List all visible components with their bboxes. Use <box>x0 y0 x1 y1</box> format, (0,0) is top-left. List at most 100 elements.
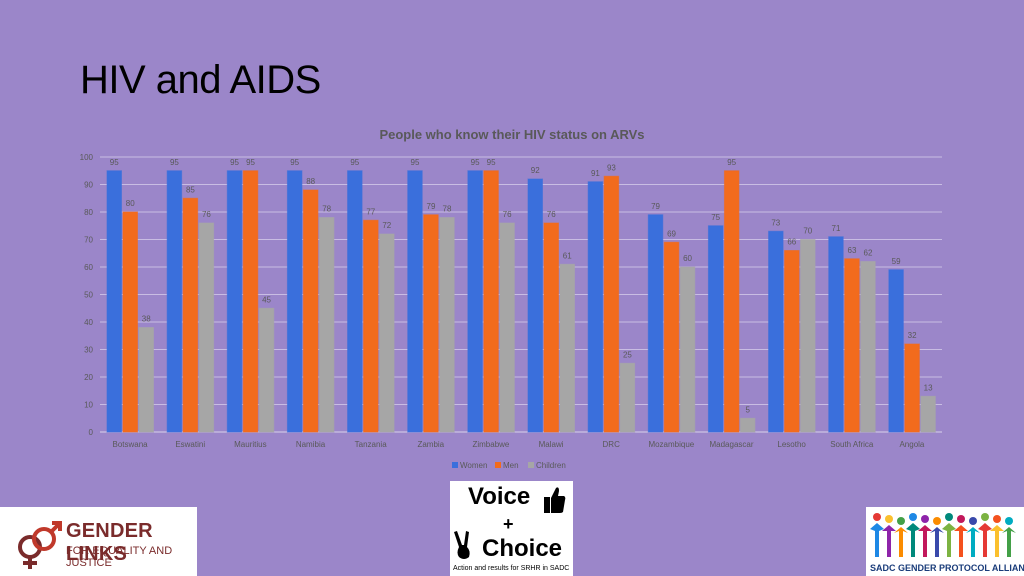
y-tick-label: 50 <box>84 291 93 300</box>
y-tick-label: 80 <box>84 208 93 217</box>
y-tick-label: 0 <box>89 428 94 437</box>
data-label: 72 <box>382 221 391 230</box>
data-label: 32 <box>908 331 917 340</box>
data-label: 93 <box>607 163 616 172</box>
x-tick-label: Zambia <box>417 440 444 449</box>
voice-word: Voice <box>468 483 531 510</box>
bar-men <box>904 343 920 433</box>
x-tick-label: South Africa <box>830 440 874 449</box>
data-label: 80 <box>126 199 135 208</box>
bar-men <box>483 170 499 433</box>
bar-men <box>302 189 319 433</box>
data-label: 95 <box>350 158 359 167</box>
data-label: 95 <box>170 158 179 167</box>
bar-men <box>363 219 379 433</box>
data-label: 76 <box>202 210 211 219</box>
data-label: 77 <box>366 207 375 216</box>
sadc-alliance-caption: SADC GENDER PROTOCOL ALLIANCE <box>870 563 1024 573</box>
bar-women <box>828 236 844 433</box>
data-label: 95 <box>230 158 239 167</box>
data-label: 63 <box>848 246 857 255</box>
data-label: 79 <box>651 202 660 211</box>
data-label: 76 <box>503 210 512 219</box>
y-tick-label: 90 <box>84 181 93 190</box>
bar-children <box>379 233 395 433</box>
bar-women <box>407 170 423 433</box>
legend-swatch-men <box>495 462 501 468</box>
choice-word: Choice <box>482 535 563 562</box>
y-tick-label: 70 <box>84 236 93 245</box>
bar-women <box>286 170 303 433</box>
data-label: 13 <box>924 383 933 392</box>
data-label: 73 <box>771 218 780 227</box>
x-tick-label: Zimbabwe <box>472 440 509 449</box>
data-label: 95 <box>727 158 736 167</box>
data-label: 59 <box>892 257 901 266</box>
bar-children <box>559 263 575 433</box>
bar-men <box>543 222 559 433</box>
data-label: 76 <box>547 210 556 219</box>
data-label: 92 <box>531 166 540 175</box>
data-label: 71 <box>832 224 841 233</box>
bar-women <box>647 214 664 433</box>
data-label: 95 <box>471 158 480 167</box>
data-label: 25 <box>623 350 632 359</box>
x-tick-label: Malawi <box>539 440 564 449</box>
data-label: 78 <box>322 205 331 214</box>
bar-women <box>347 170 363 433</box>
data-label: 79 <box>427 202 436 211</box>
data-label: 62 <box>864 249 873 258</box>
x-tick-label: DRC <box>603 440 621 449</box>
bar-men <box>242 170 259 433</box>
bar-women <box>467 170 483 433</box>
bar-women <box>106 170 122 433</box>
thumbs-up-icon <box>544 487 566 513</box>
data-label: 95 <box>290 158 299 167</box>
y-tick-label: 30 <box>84 346 93 355</box>
plus-sign: + <box>503 514 514 534</box>
data-label: 5 <box>745 405 750 414</box>
bar-children <box>138 327 154 433</box>
data-label: 95 <box>487 158 496 167</box>
gender-links-logo: GENDER LINKS FOR EQUALITY AND JUSTICE <box>0 507 197 576</box>
data-label: 78 <box>443 205 452 214</box>
bar-women <box>768 230 784 433</box>
x-tick-label: Eswatini <box>175 440 205 449</box>
bar-children <box>499 222 515 433</box>
bar-children <box>619 362 636 433</box>
bar-women <box>888 269 904 433</box>
data-label: 95 <box>411 158 420 167</box>
x-tick-label: Mauritius <box>234 440 266 449</box>
y-tick-label: 20 <box>84 373 93 382</box>
data-label: 95 <box>246 158 255 167</box>
data-label: 95 <box>110 158 119 167</box>
bar-children <box>920 395 936 433</box>
legend-label-women: Women <box>460 461 487 470</box>
data-label: 91 <box>591 169 600 178</box>
data-label: 70 <box>803 227 812 236</box>
x-tick-label: Madagascar <box>709 440 753 449</box>
bar-children <box>800 239 816 433</box>
bar-men <box>723 170 740 433</box>
bar-men <box>603 175 620 433</box>
bar-women <box>527 178 543 433</box>
bar-children <box>318 217 335 433</box>
y-tick-label: 100 <box>80 153 94 162</box>
bar-men <box>784 250 800 433</box>
bar-men <box>182 197 199 433</box>
chart-title: People who know their HIV status on ARVs <box>379 127 644 142</box>
legend-label-children: Children <box>536 461 566 470</box>
bar-men <box>122 211 138 433</box>
y-tick-label: 10 <box>84 401 93 410</box>
gender-links-name: GENDER LINKS <box>66 520 153 565</box>
bar-men <box>423 214 439 433</box>
legend-label-men: Men <box>503 461 519 470</box>
data-label: 69 <box>667 229 676 238</box>
x-tick-label: Lesotho <box>777 440 806 449</box>
data-label: 60 <box>683 254 692 263</box>
data-label: 88 <box>306 177 315 186</box>
x-tick-label: Namibia <box>296 440 326 449</box>
x-tick-label: Mozambique <box>648 440 694 449</box>
data-label: 66 <box>787 238 796 247</box>
